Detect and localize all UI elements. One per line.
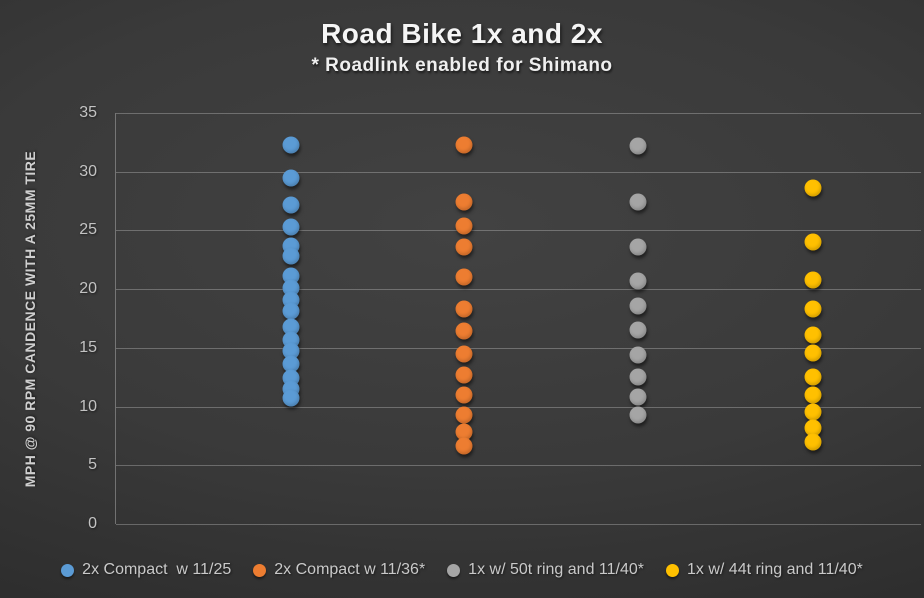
gridline-25 <box>116 230 921 232</box>
data-point-series2-3 <box>455 217 473 235</box>
data-point-series2-6 <box>455 300 473 318</box>
data-point-series1-3 <box>282 196 300 214</box>
gridline-35 <box>116 113 921 114</box>
legend-item-series2: 2x Compact w 11/36* <box>253 561 425 579</box>
data-point-series3-2 <box>629 193 647 211</box>
data-point-series3-4 <box>629 272 647 290</box>
data-point-series3-3 <box>629 238 647 256</box>
legend-item-series1: 2x Compact w 11/25 <box>61 561 231 579</box>
legend-label: 2x Compact w 11/36* <box>274 561 426 578</box>
data-point-series1-14 <box>282 355 300 373</box>
legend-label: 2x Compact w 11/25 <box>82 561 232 578</box>
data-point-series1-2 <box>282 169 300 187</box>
data-point-series2-9 <box>455 366 473 384</box>
data-point-series1-13 <box>282 342 300 360</box>
data-point-series2-2 <box>455 193 473 211</box>
data-point-series2-11 <box>455 406 473 424</box>
data-point-series2-10 <box>455 386 473 404</box>
data-point-series2-7 <box>455 322 473 340</box>
data-point-series4-10 <box>804 419 822 437</box>
gridline-30 <box>116 171 921 173</box>
y-tick-label-0: 0 <box>88 515 97 532</box>
legend-label: 1x w/ 50t ring and 11/40* <box>468 561 644 578</box>
legend-item-series4: 1x w/ 44t ring and 11/40* <box>666 561 863 579</box>
y-tick-label-35: 35 <box>79 104 97 121</box>
gridline-10 <box>116 406 921 408</box>
data-point-series4-1 <box>804 179 822 197</box>
legend-marker-icon <box>61 563 75 577</box>
chart-title: Road Bike 1x and 2x <box>321 18 603 49</box>
data-point-series4-8 <box>804 386 822 404</box>
gridline-5 <box>116 465 921 467</box>
y-tick-label-10: 10 <box>79 397 97 415</box>
y-tick-label-5: 5 <box>88 456 97 474</box>
gridline-0 <box>116 524 921 525</box>
legend-label: 1x w/ 44t ring and 11/40* <box>687 561 863 578</box>
data-point-series3-7 <box>629 346 647 364</box>
legend-marker-icon <box>666 563 679 577</box>
legend-marker-icon <box>447 563 461 577</box>
y-tick-label-25: 25 <box>79 221 97 239</box>
chart-header: Road Bike 1x and 2x * Roadlink enabled f… <box>0 18 924 77</box>
data-point-series1-1 <box>282 136 300 154</box>
y-axis-ticks: 35 30 25 20 15 10 5 0 <box>0 104 97 532</box>
data-point-series2-4 <box>455 238 473 256</box>
legend-marker-icon <box>253 563 267 577</box>
data-point-series2-5 <box>455 268 473 286</box>
data-point-series4-4 <box>804 300 822 318</box>
data-point-series3-10 <box>629 406 647 424</box>
plot-area <box>115 113 921 525</box>
y-tick-label-30: 30 <box>79 162 97 180</box>
legend-item-series3: 1x w/ 50t ring and 11/40* <box>447 561 644 579</box>
data-point-series1-4 <box>282 218 300 236</box>
data-point-series2-12 <box>455 423 473 441</box>
data-point-series2-13 <box>455 437 473 455</box>
data-point-series3-8 <box>629 368 647 386</box>
data-point-series4-11 <box>804 433 822 451</box>
data-point-series3-5 <box>629 297 647 315</box>
data-point-series1-17 <box>282 389 300 407</box>
data-point-series4-3 <box>804 271 822 289</box>
data-point-series3-6 <box>629 321 647 339</box>
y-tick-label-15: 15 <box>79 338 97 356</box>
legend: 2x Compact w 11/25 2x Compact w 11/36* 1x … <box>0 554 924 586</box>
data-point-series1-11 <box>282 318 300 336</box>
data-point-series4-2 <box>804 233 822 251</box>
gridline-20 <box>116 289 921 291</box>
data-point-series4-7 <box>804 368 822 386</box>
data-point-series2-1 <box>455 136 473 154</box>
y-tick-label-20: 20 <box>79 280 97 298</box>
gridline-15 <box>116 347 921 349</box>
data-point-series1-10 <box>282 302 300 320</box>
data-point-series4-9 <box>804 403 822 421</box>
data-point-series1-6 <box>282 247 300 265</box>
data-point-series2-8 <box>455 345 473 363</box>
data-point-series3-9 <box>629 388 647 406</box>
data-point-series4-5 <box>804 326 822 344</box>
data-point-series3-1 <box>629 137 647 155</box>
data-point-series4-6 <box>804 344 822 362</box>
chart-subtitle: * Roadlink enabled for Shimano <box>311 55 613 76</box>
